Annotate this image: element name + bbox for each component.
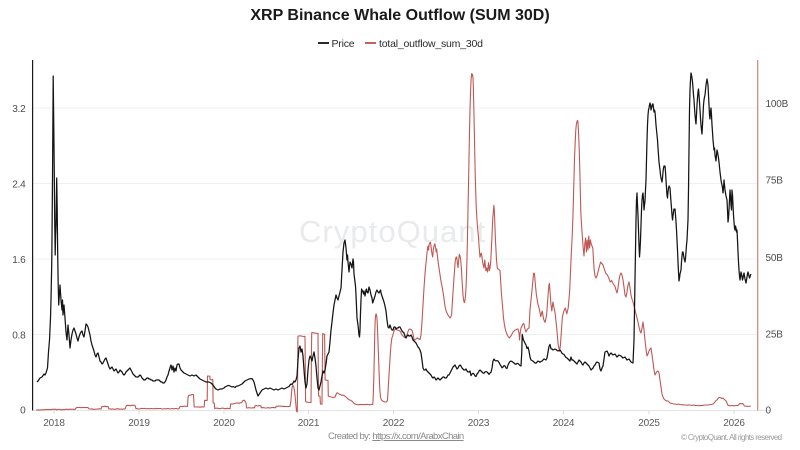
- svg-text:0: 0: [766, 405, 772, 416]
- svg-text:1.6: 1.6: [12, 255, 26, 266]
- svg-text:50B: 50B: [766, 253, 784, 264]
- svg-text:2021: 2021: [298, 418, 320, 429]
- svg-text:2023: 2023: [468, 418, 490, 429]
- svg-text:2019: 2019: [128, 418, 150, 429]
- svg-text:25B: 25B: [766, 329, 784, 340]
- svg-text:100B: 100B: [766, 99, 789, 110]
- svg-text:2025: 2025: [638, 418, 660, 429]
- svg-text:75B: 75B: [766, 175, 784, 186]
- svg-text:2026: 2026: [723, 418, 745, 429]
- svg-text:3.2: 3.2: [12, 104, 26, 115]
- svg-text:2.4: 2.4: [12, 179, 26, 190]
- svg-text:0: 0: [20, 405, 26, 416]
- svg-text:2020: 2020: [213, 418, 235, 429]
- svg-text:2018: 2018: [43, 418, 65, 429]
- svg-text:2022: 2022: [383, 418, 405, 429]
- svg-text:2024: 2024: [553, 418, 575, 429]
- svg-text:0.8: 0.8: [12, 330, 26, 341]
